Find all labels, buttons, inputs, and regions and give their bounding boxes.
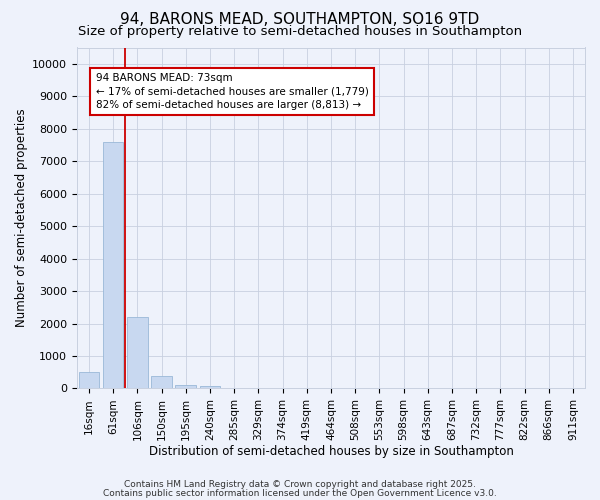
Bar	[79, 372, 99, 388]
Text: 94 BARONS MEAD: 73sqm
← 17% of semi-detached houses are smaller (1,779)
82% of s: 94 BARONS MEAD: 73sqm ← 17% of semi-deta…	[95, 74, 368, 110]
Bar	[103, 142, 124, 388]
Text: Size of property relative to semi-detached houses in Southampton: Size of property relative to semi-detach…	[78, 25, 522, 38]
Text: Contains public sector information licensed under the Open Government Licence v3: Contains public sector information licen…	[103, 488, 497, 498]
Bar	[175, 385, 196, 388]
Bar	[200, 386, 220, 388]
Text: Contains HM Land Registry data © Crown copyright and database right 2025.: Contains HM Land Registry data © Crown c…	[124, 480, 476, 489]
Bar	[127, 316, 148, 388]
Text: 94, BARONS MEAD, SOUTHAMPTON, SO16 9TD: 94, BARONS MEAD, SOUTHAMPTON, SO16 9TD	[121, 12, 479, 28]
Bar	[151, 376, 172, 388]
X-axis label: Distribution of semi-detached houses by size in Southampton: Distribution of semi-detached houses by …	[149, 444, 514, 458]
Y-axis label: Number of semi-detached properties: Number of semi-detached properties	[15, 108, 28, 328]
